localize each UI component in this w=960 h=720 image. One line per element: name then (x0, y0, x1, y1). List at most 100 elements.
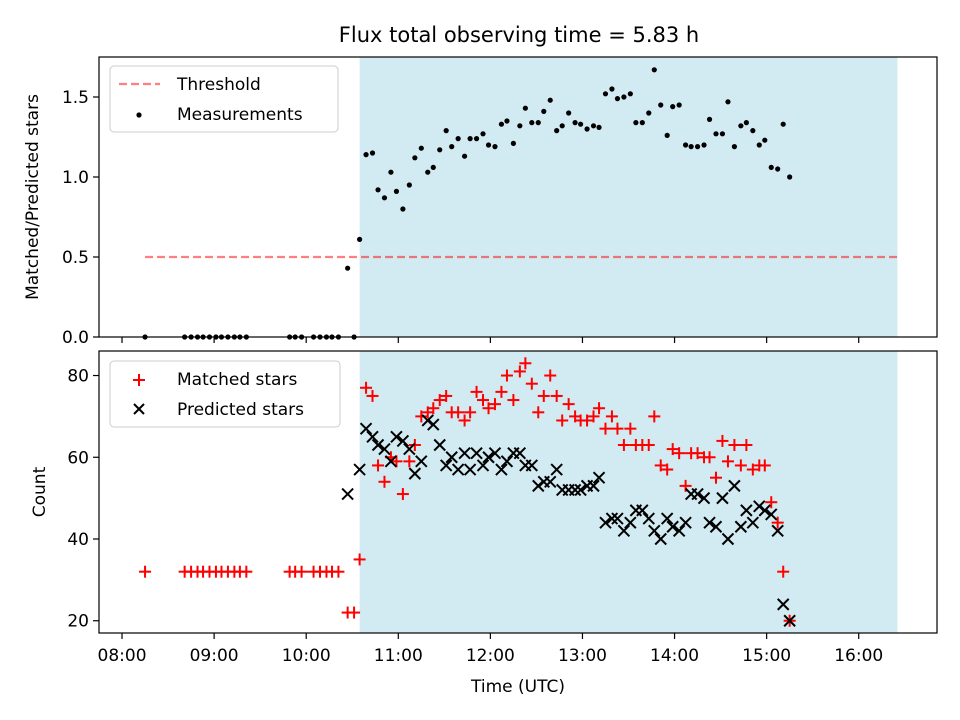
matched-star-point (556, 414, 569, 427)
measurement-point (345, 265, 351, 271)
predicted-star-stroke-b (451, 463, 465, 476)
predicted-star-stroke-b (783, 614, 796, 627)
predicted-star-stroke-b (488, 446, 502, 460)
figure-title: Flux total observing time = 5.83 h (339, 23, 699, 47)
predicted-star-stroke-b (605, 512, 619, 525)
bottom-ytick-label: 40 (67, 530, 89, 550)
matched-star-point (415, 410, 428, 423)
legend-measurements-swatch (136, 112, 142, 118)
matched-star-point (617, 439, 630, 451)
predicted-star-stroke-b (513, 446, 527, 460)
top-axes-frame (98, 56, 938, 338)
legend-matched-label: Matched stars (177, 370, 297, 390)
predicted-star-point (445, 451, 458, 464)
predicted-star-point (403, 442, 416, 456)
matched-star-point (507, 394, 520, 407)
matched-star-point (500, 369, 513, 382)
predicted-star-point (642, 512, 655, 525)
bottom-ylabel: Count (30, 466, 50, 517)
matched-star-point (464, 406, 477, 419)
measurement-point (400, 206, 406, 212)
matched-star-point (332, 565, 345, 578)
measurement-point (554, 128, 560, 134)
predicted-star-point (568, 483, 582, 497)
measurement-point (363, 152, 369, 158)
matched-star-point (673, 447, 686, 460)
matched-star-point (562, 398, 575, 411)
matched-star-point (624, 422, 637, 435)
predicted-star-point (783, 614, 796, 627)
predicted-star-stroke-b (482, 451, 495, 464)
predicted-star-stroke-b (592, 471, 606, 484)
predicted-star-point (378, 442, 391, 456)
measurement-point (602, 91, 609, 97)
matched-star-point (378, 475, 391, 488)
measurement-point (578, 121, 584, 127)
measurement-point (627, 91, 633, 97)
matched-star-point (513, 365, 526, 378)
matched-star-point (440, 389, 453, 402)
matched-star-point (716, 434, 729, 447)
matched-star-point (771, 516, 784, 529)
predicted-star-point (525, 459, 539, 472)
matched-star-point (458, 414, 471, 427)
predicted-star-stroke-b (403, 442, 416, 456)
measurement-point (566, 110, 572, 116)
bottom-axes-frame (98, 350, 938, 634)
predicted-star-stroke-b (703, 516, 716, 529)
matched-star-point (728, 439, 741, 451)
measurement-point (738, 123, 744, 129)
predicted-star-stroke-b (445, 451, 458, 464)
predicted-star-point (495, 463, 508, 476)
predicted-star-point (408, 467, 422, 480)
matched-star-point (139, 565, 152, 578)
predicted-star-stroke-b (378, 442, 391, 456)
predicted-star-stroke-b (654, 532, 667, 546)
predicted-star-stroke-b (458, 446, 471, 460)
predicted-star-stroke-b (463, 463, 477, 476)
predicted-star-point (488, 446, 502, 460)
predicted-star-point (463, 463, 477, 476)
measurement-point (510, 140, 516, 146)
predicted-star-point (592, 471, 606, 484)
matched-star-point (240, 565, 253, 578)
measurement-point (658, 102, 664, 108)
measurement-point (467, 136, 473, 142)
measurement-point (461, 153, 468, 159)
matched-star-point (721, 455, 734, 468)
predicted-star-point (746, 516, 760, 529)
measurement-point (694, 144, 701, 150)
predicted-star-point (753, 500, 766, 513)
measurement-point (393, 188, 400, 194)
matched-star-point (666, 443, 679, 456)
predicted-star-point (709, 520, 723, 533)
predicted-star-point (654, 532, 667, 546)
predicted-star-stroke-b (433, 438, 446, 452)
predicted-star-point (458, 446, 471, 460)
predicted-star-point (341, 487, 354, 501)
matched-star-point (396, 488, 409, 501)
bottom-shaded-span (359, 351, 898, 633)
predicted-star-stroke-b (636, 504, 649, 517)
bottom-xtick-label: 16:00 (834, 646, 883, 666)
predicted-star-point (513, 446, 527, 460)
predicted-star-stroke-b (427, 418, 440, 431)
measurement-point (541, 108, 547, 114)
predicted-star-stroke-b (439, 459, 453, 472)
predicted-star-point (366, 430, 379, 444)
predicted-star-stroke-b (390, 430, 403, 444)
matched-star-point (642, 439, 655, 451)
matched-star-point (408, 439, 421, 451)
measurement-point (535, 120, 541, 126)
matched-star-point (544, 369, 557, 382)
measurement-point (743, 120, 749, 126)
predicted-star-point (697, 491, 711, 505)
predicted-star-point (371, 438, 385, 452)
predicted-star-point (415, 455, 428, 468)
matched-star-point (353, 553, 366, 566)
measurement-point (517, 123, 523, 129)
predicted-star-point (703, 516, 716, 529)
measurement-point (590, 123, 597, 129)
matched-star-point (532, 406, 545, 419)
predicted-star-point (716, 491, 729, 505)
